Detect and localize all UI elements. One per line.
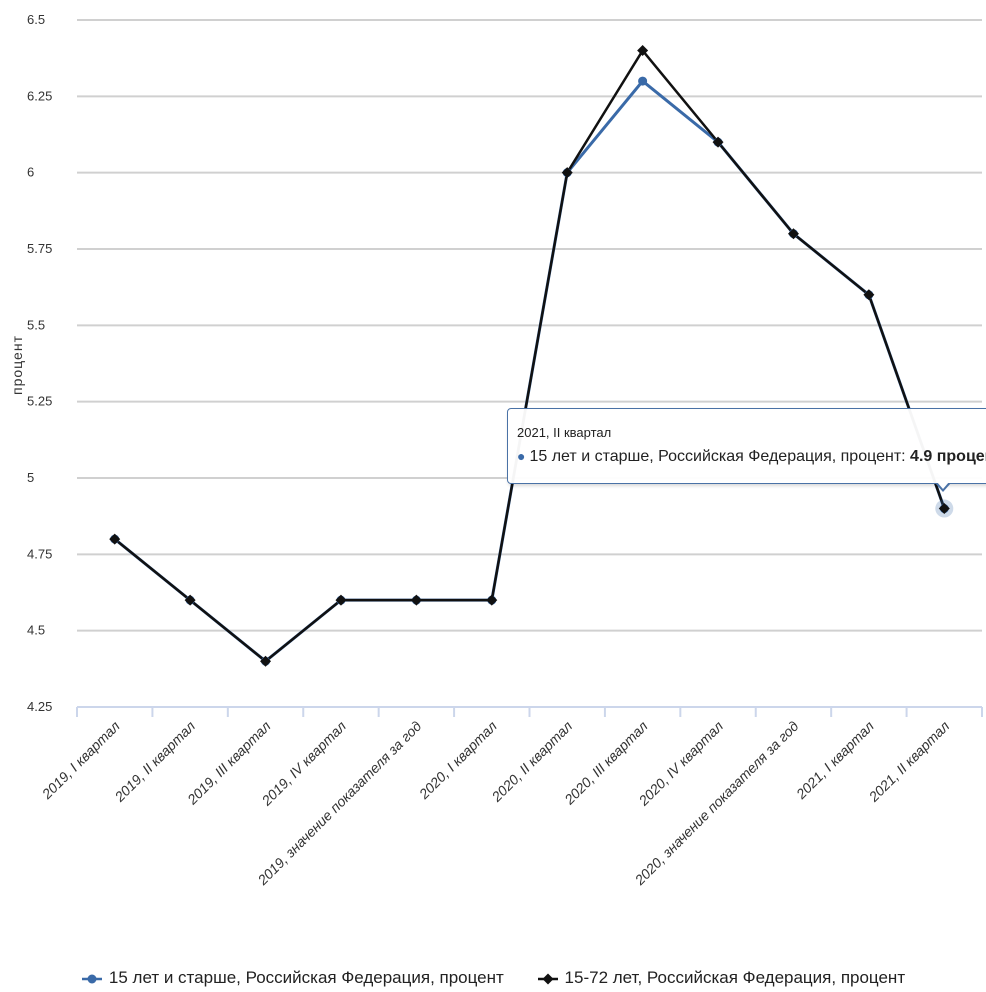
tooltip-line: ● 15 лет и старше, Российская Федерация, … <box>517 448 986 466</box>
legend-item-series-2[interactable]: 15-72 лет, Российская Федерация, процент <box>537 968 906 988</box>
y-tick-label: 6.5 <box>27 12 45 27</box>
data-point-series-2[interactable] <box>410 594 422 606</box>
data-point-series-2[interactable] <box>863 289 875 301</box>
legend-label-series-2: 15-72 лет, Российская Федерация, процент <box>564 968 906 987</box>
tooltip-pointer-inner <box>937 482 949 489</box>
data-point-series-1[interactable] <box>638 76 648 86</box>
x-tick-label: 2019, I квартал <box>38 718 123 803</box>
data-point-series-2[interactable] <box>335 594 347 606</box>
data-point-series-2[interactable] <box>561 167 573 179</box>
x-tick-label: 2020, II квартал <box>488 718 576 806</box>
data-point-series-2[interactable] <box>184 594 196 606</box>
y-tick-label: 5.5 <box>27 317 45 332</box>
y-tick-label: 6 <box>27 165 34 180</box>
series-lines <box>113 49 946 663</box>
y-axis-label: процент <box>9 335 25 395</box>
x-tick-label: 2021, II квартал <box>865 718 953 806</box>
tooltip-title: 2021, II квартал <box>517 425 612 440</box>
y-tick-label: 5.75 <box>27 241 52 256</box>
data-point-series-2[interactable] <box>787 228 799 240</box>
x-tick-label: 2020, значение показателя за год <box>631 718 802 889</box>
y-tick-label: 4.75 <box>27 546 52 561</box>
tooltip-series-label: 15 лет и старше, Российская Федерация, п… <box>529 448 911 465</box>
data-point-series-2[interactable] <box>712 136 724 148</box>
y-tick-label: 4.25 <box>27 699 52 714</box>
data-point-series-2[interactable] <box>486 594 498 606</box>
series-markers <box>109 45 954 667</box>
legend-item-series-1[interactable]: 15 лет и старше, Российская Федерация, п… <box>81 968 504 988</box>
x-tick-label: 2019, значение показателя за год <box>254 718 425 889</box>
x-tick-label: 2020, I квартал <box>415 718 500 803</box>
y-tick-label: 4.5 <box>27 623 45 638</box>
tooltip-value: 4.9 процент <box>910 448 986 465</box>
series-line-1 <box>113 79 946 663</box>
legend: 15 лет и старше, Российская Федерация, п… <box>0 968 986 988</box>
y-tick-label: 5 <box>27 470 34 485</box>
y-tick-label: 6.25 <box>27 88 52 103</box>
circle-marker-icon <box>81 974 102 984</box>
data-point-series-2[interactable] <box>260 655 272 667</box>
series-line-2 <box>113 49 946 663</box>
y-axis-ticks: 6.5 6.25 6 5.75 5.5 5.25 5 4.75 4.5 4.25 <box>27 12 52 714</box>
x-tick-label: 2019, II квартал <box>111 718 199 806</box>
legend-label-series-1: 15 лет и старше, Российская Федерация, п… <box>108 968 504 987</box>
x-tick-label: 2021, I квартал <box>792 718 877 803</box>
tooltip: 2021, II квартал ● 15 лет и старше, Росси… <box>507 408 986 484</box>
data-point-series-2[interactable] <box>938 503 950 515</box>
data-point-series-2[interactable] <box>637 45 649 57</box>
diamond-marker-icon <box>537 973 558 985</box>
data-point-series-2[interactable] <box>109 533 121 545</box>
y-tick-label: 5.25 <box>27 394 52 409</box>
grid-lines <box>77 19 982 632</box>
tooltip-series-dot: ● <box>517 448 526 464</box>
